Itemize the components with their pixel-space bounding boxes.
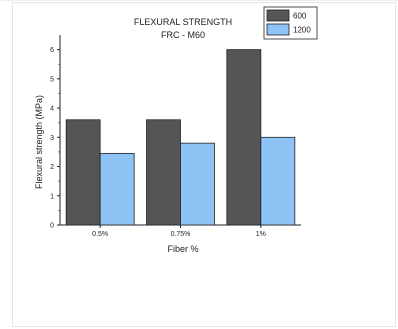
bar-1200-075 <box>180 142 215 226</box>
x-tick-label: 1% <box>256 231 266 238</box>
bar-1200-05 <box>99 152 135 226</box>
y-tick-label: 4 <box>50 106 54 113</box>
y-tick-label: 2 <box>50 164 54 171</box>
bar-1200-1 <box>260 136 296 226</box>
legend-label-1200: 1200 <box>293 26 311 35</box>
bar-600-05 <box>65 119 101 226</box>
legend-swatch-600 <box>266 9 290 22</box>
x-axis-title: Fiber % <box>167 244 198 254</box>
legend-swatch-1200 <box>266 23 290 36</box>
plot-area: 0 1 2 3 4 5 6 0.5% 0.75% 1% <box>50 35 301 238</box>
y-axis-title: Flexural strength (MPa) <box>34 95 44 189</box>
y-tick-label: 6 <box>50 47 54 54</box>
x-tick-label: 0.75% <box>171 231 191 238</box>
bar-600-075 <box>146 119 181 226</box>
bar-600-1 <box>226 49 262 226</box>
top-divider <box>0 0 398 1</box>
y-tick-label: 1 <box>50 193 54 200</box>
chart-title: FLEXURAL STRENGTH <box>134 17 232 27</box>
y-tick-label: 3 <box>50 135 54 142</box>
y-tick-label: 0 <box>50 223 54 230</box>
chart-subtitle: FRC - M60 <box>161 30 205 40</box>
x-tick-label: 0.5% <box>92 231 108 238</box>
y-tick-label: 5 <box>50 76 54 83</box>
legend-label-600: 600 <box>293 12 307 21</box>
legend: 600 1200 <box>263 6 318 40</box>
